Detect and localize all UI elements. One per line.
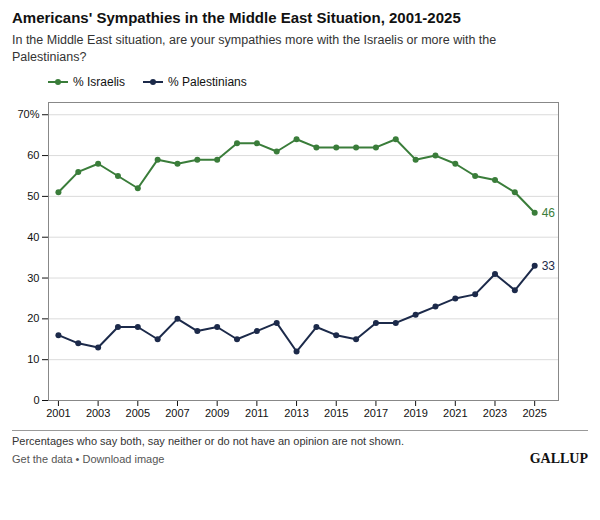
svg-text:70%: 70% (17, 108, 39, 120)
svg-text:2025: 2025 (522, 407, 546, 419)
svg-text:2011: 2011 (245, 407, 269, 419)
svg-text:20: 20 (27, 312, 39, 324)
html-text:Americans' Sympathies in the M: Americans' Sympathies in the Middle East… (12, 9, 461, 26)
svg-text:2001: 2001 (46, 407, 70, 419)
svg-text:40: 40 (27, 231, 39, 243)
svg-text:30: 30 (27, 272, 39, 284)
svg-text:2013: 2013 (284, 407, 308, 419)
svg-text:10: 10 (27, 353, 39, 365)
html-text:GALLUP: GALLUP (529, 451, 588, 466)
svg-text:60: 60 (27, 149, 39, 161)
html-text:% Palestinians: % Palestinians (168, 75, 247, 89)
svg-text:2009: 2009 (205, 407, 229, 419)
html-text:Percentages who say both, say: Percentages who say both, say neither or… (12, 435, 404, 447)
svg-text:2021: 2021 (443, 407, 467, 419)
html-text:Get the data • Download image: Get the data • Download image (12, 453, 165, 465)
svg-text:0: 0 (33, 394, 39, 406)
svg-text:2017: 2017 (364, 407, 388, 419)
svg-text:2007: 2007 (165, 407, 189, 419)
svg-text:2015: 2015 (324, 407, 348, 419)
svg-text:50: 50 (27, 190, 39, 202)
svg-text:2003: 2003 (86, 407, 110, 419)
svg-text:33: 33 (542, 259, 556, 273)
svg-text:2023: 2023 (483, 407, 507, 419)
svg-text:2019: 2019 (403, 407, 427, 419)
html-text:In the Middle East situation,: In the Middle East situation, are your s… (12, 33, 497, 64)
svg-text:46: 46 (542, 206, 556, 220)
html-text:% Israelis: % Israelis (73, 75, 125, 89)
svg-text:2005: 2005 (126, 407, 150, 419)
